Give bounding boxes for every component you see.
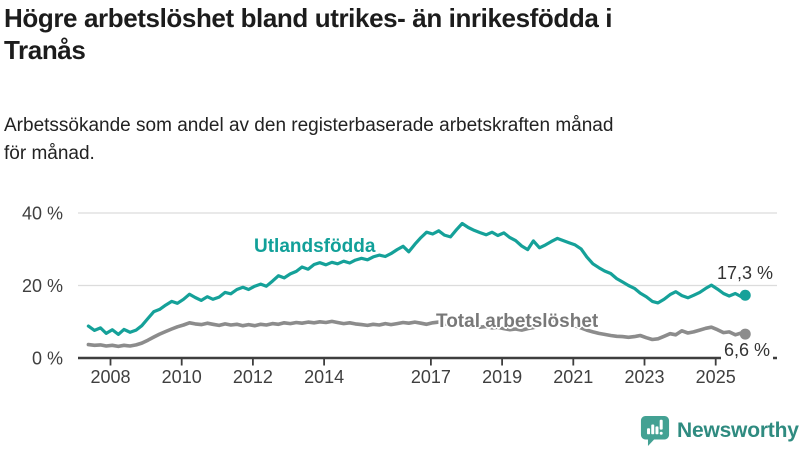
y-tick-label: 40 % bbox=[22, 204, 63, 224]
series-end-dot-utlandsfodda bbox=[739, 289, 751, 301]
x-tick-label: 2010 bbox=[162, 367, 202, 387]
series-line-total-arbetsloshet bbox=[86, 318, 748, 349]
series-label-total-arbetsloshet: Total arbetslöshet bbox=[436, 311, 599, 332]
page-subtitle-line-2: för månad. bbox=[4, 143, 95, 164]
y-tick-label: 20 % bbox=[22, 276, 63, 296]
page-subtitle-line-1: Arbetssökande som andel av den registerb… bbox=[4, 115, 614, 136]
x-tick-label: 2019 bbox=[482, 367, 522, 387]
series-label-utlandsfodda: Utlandsfödda bbox=[254, 236, 376, 257]
end-value-label-utlandsfodda: 17,3 % bbox=[717, 263, 774, 283]
x-tick-label: 2025 bbox=[696, 367, 736, 387]
newsworthy-logo[interactable]: Newsworthy bbox=[640, 415, 799, 447]
x-tick-label: 2023 bbox=[624, 367, 664, 387]
x-tick-label: 2014 bbox=[304, 367, 344, 387]
page-title: Högre arbetslöshet bland utrikes- än inr… bbox=[4, 2, 612, 66]
x-tick-label: 2021 bbox=[553, 367, 593, 387]
page-title-line-1: Högre arbetslöshet bland utrikes- än inr… bbox=[4, 3, 613, 33]
series-line-utlandsfodda bbox=[86, 221, 747, 336]
bar-chart-speech-bubble-icon bbox=[640, 416, 670, 446]
page-subtitle: Arbetssökande som andel av den registerb… bbox=[4, 112, 613, 168]
end-value-label-total-arbetsloshet: 6,6 % bbox=[721, 340, 774, 363]
x-tick-label: 2008 bbox=[90, 367, 130, 387]
page-title-line-2: Tranås bbox=[4, 35, 86, 65]
series-end-dot-total-arbetsloshet bbox=[739, 328, 751, 340]
x-tick-label: 2012 bbox=[233, 367, 273, 387]
newsworthy-logo-text: Newsworthy bbox=[677, 419, 799, 442]
y-tick-label: 0 % bbox=[32, 349, 63, 369]
x-tick-label: 2017 bbox=[411, 367, 451, 387]
